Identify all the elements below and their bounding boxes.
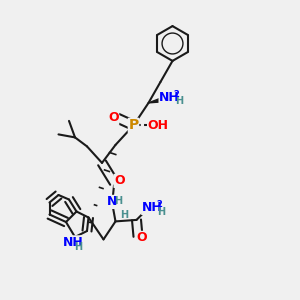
Text: P: P <box>128 118 139 132</box>
Text: N: N <box>107 195 117 208</box>
Text: H: H <box>157 206 165 217</box>
Text: 2: 2 <box>173 90 179 99</box>
Text: H: H <box>74 242 83 252</box>
Text: 2: 2 <box>156 200 162 209</box>
Text: H: H <box>175 96 184 106</box>
Text: O: O <box>114 174 125 188</box>
Text: NH: NH <box>142 201 163 214</box>
Text: OH: OH <box>148 119 169 132</box>
Polygon shape <box>148 95 169 103</box>
Text: H: H <box>114 196 122 206</box>
Text: NH: NH <box>63 236 84 249</box>
Text: O: O <box>136 231 147 244</box>
Text: O: O <box>108 111 119 124</box>
Text: NH: NH <box>159 91 180 104</box>
Text: H: H <box>120 210 129 220</box>
